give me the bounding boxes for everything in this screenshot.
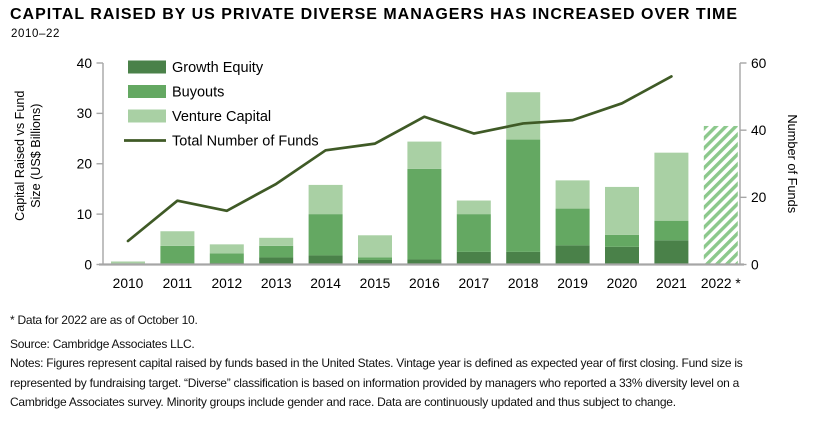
bar-2013-buyouts bbox=[259, 245, 294, 258]
legend-label: Total Number of Funds bbox=[172, 134, 319, 150]
right-axis-tick-label: 60 bbox=[751, 56, 767, 71]
bar-2017-venture-capital bbox=[456, 200, 491, 215]
legend-swatch bbox=[128, 85, 166, 98]
footnote-notes: Notes: Figures represent capital raised … bbox=[10, 356, 743, 409]
bar-2020-buyouts bbox=[605, 234, 639, 247]
chart-area: 0 10 20 30 40 0 20 40 60 Capital Raised vs Fund Si… bbox=[0, 48, 823, 306]
bar-2014-venture-capital bbox=[308, 184, 343, 215]
bar-2012-buyouts bbox=[209, 253, 244, 263]
bar-2010-venture-capital bbox=[111, 261, 145, 265]
bar-2016-growth-equity bbox=[407, 259, 442, 265]
legend: Growth Equity Buyouts Venture Capital Total… bbox=[124, 60, 319, 150]
bar-2016-venture-capital bbox=[407, 141, 442, 169]
bar-2017-growth-equity bbox=[456, 251, 491, 265]
bar-2020-venture-capital bbox=[605, 186, 639, 235]
bar-2015-growth-equity bbox=[358, 259, 392, 265]
bar-2011-buyouts bbox=[160, 245, 195, 264]
footnote-2022: * Data for 2022 are as of October 10. bbox=[10, 313, 198, 327]
bar-2018-venture-capital bbox=[506, 92, 541, 140]
x-axis-label: 2011 bbox=[163, 276, 193, 291]
right-axis-tick-label: 0 bbox=[751, 257, 759, 272]
total-funds-line bbox=[126, 75, 673, 243]
bar-2019-venture-capital bbox=[555, 180, 590, 209]
bar-2016-buyouts bbox=[407, 168, 442, 260]
bar-2019-buyouts bbox=[555, 208, 590, 246]
x-axis-label: 2019 bbox=[557, 276, 588, 291]
bar-2020-growth-equity bbox=[605, 246, 639, 265]
bar-2014-growth-equity bbox=[308, 255, 343, 265]
left-axis-tick-label: 40 bbox=[77, 56, 93, 71]
x-axis-label: 2012 bbox=[211, 276, 242, 291]
legend-item: Venture Capital bbox=[128, 109, 271, 125]
legend-label: Growth Equity bbox=[172, 60, 264, 76]
bar-2021-buyouts bbox=[654, 220, 689, 241]
bar-2013-venture-capital bbox=[259, 237, 294, 246]
bar-2018-growth-equity bbox=[506, 251, 541, 265]
x-axis-label: 2013 bbox=[261, 276, 292, 291]
bar-2011-venture-capital bbox=[160, 231, 195, 246]
right-axis-title: Number of Funds bbox=[785, 114, 800, 213]
left-axis-tick-label: 0 bbox=[84, 257, 92, 272]
x-axis-label: 2014 bbox=[310, 276, 341, 291]
bar-2018-buyouts bbox=[506, 139, 541, 252]
bar-2015-venture-capital bbox=[358, 235, 392, 258]
bar-2021-growth-equity bbox=[654, 240, 689, 265]
left-axis-tick-label: 10 bbox=[77, 207, 93, 222]
right-axis-tick-label: 20 bbox=[751, 190, 767, 205]
legend-label: Buyouts bbox=[172, 85, 224, 101]
chart-subtitle: 2010–22 bbox=[11, 28, 60, 40]
chart-title: CAPITAL RAISED BY US PRIVATE DIVERSE MAN… bbox=[10, 6, 739, 23]
x-axis-label: 2020 bbox=[607, 276, 638, 291]
legend-label: Venture Capital bbox=[172, 109, 271, 125]
bar-2019-growth-equity bbox=[555, 245, 590, 265]
left-axis-tick-label: 20 bbox=[77, 157, 93, 172]
footnote-source: Source: Cambridge Associates LLC. bbox=[10, 336, 195, 351]
x-axis-label: 2018 bbox=[508, 276, 539, 291]
legend-item: Total Number of Funds bbox=[124, 134, 319, 150]
right-axis-tick-label: 40 bbox=[751, 123, 767, 138]
legend-swatch bbox=[128, 109, 166, 123]
bar-2014-buyouts bbox=[308, 214, 343, 256]
x-axis-label: 2017 bbox=[458, 276, 489, 291]
bar-2015-buyouts bbox=[358, 257, 392, 260]
left-axis-title: Capital Raised vs Fund Size (US$ Billions… bbox=[13, 91, 43, 221]
legend-item: Growth Equity bbox=[128, 60, 264, 76]
x-axis-label: 2016 bbox=[409, 276, 440, 291]
bar-2021-venture-capital bbox=[654, 152, 689, 221]
legend-item: Buyouts bbox=[128, 85, 224, 101]
x-axis-label: 2010 bbox=[113, 276, 144, 291]
left-axis-tick-label: 30 bbox=[77, 106, 93, 121]
bar-2017-buyouts bbox=[456, 214, 491, 252]
x-axis-label: 2022 * bbox=[701, 276, 742, 291]
footnotes: * Data for 2022 are as of October 10. So… bbox=[10, 311, 810, 413]
bar-2013-growth-equity bbox=[259, 257, 294, 265]
bar-2022-hatched bbox=[703, 125, 738, 265]
x-axis-label: 2021 bbox=[656, 276, 687, 291]
bar-2012-venture-capital bbox=[209, 244, 244, 254]
capital-raised-chart: 0 10 20 30 40 0 20 40 60 Capital Raised vs Fund Si… bbox=[13, 56, 800, 291]
x-axis-label: 2015 bbox=[360, 276, 391, 291]
legend-swatch bbox=[128, 60, 166, 74]
